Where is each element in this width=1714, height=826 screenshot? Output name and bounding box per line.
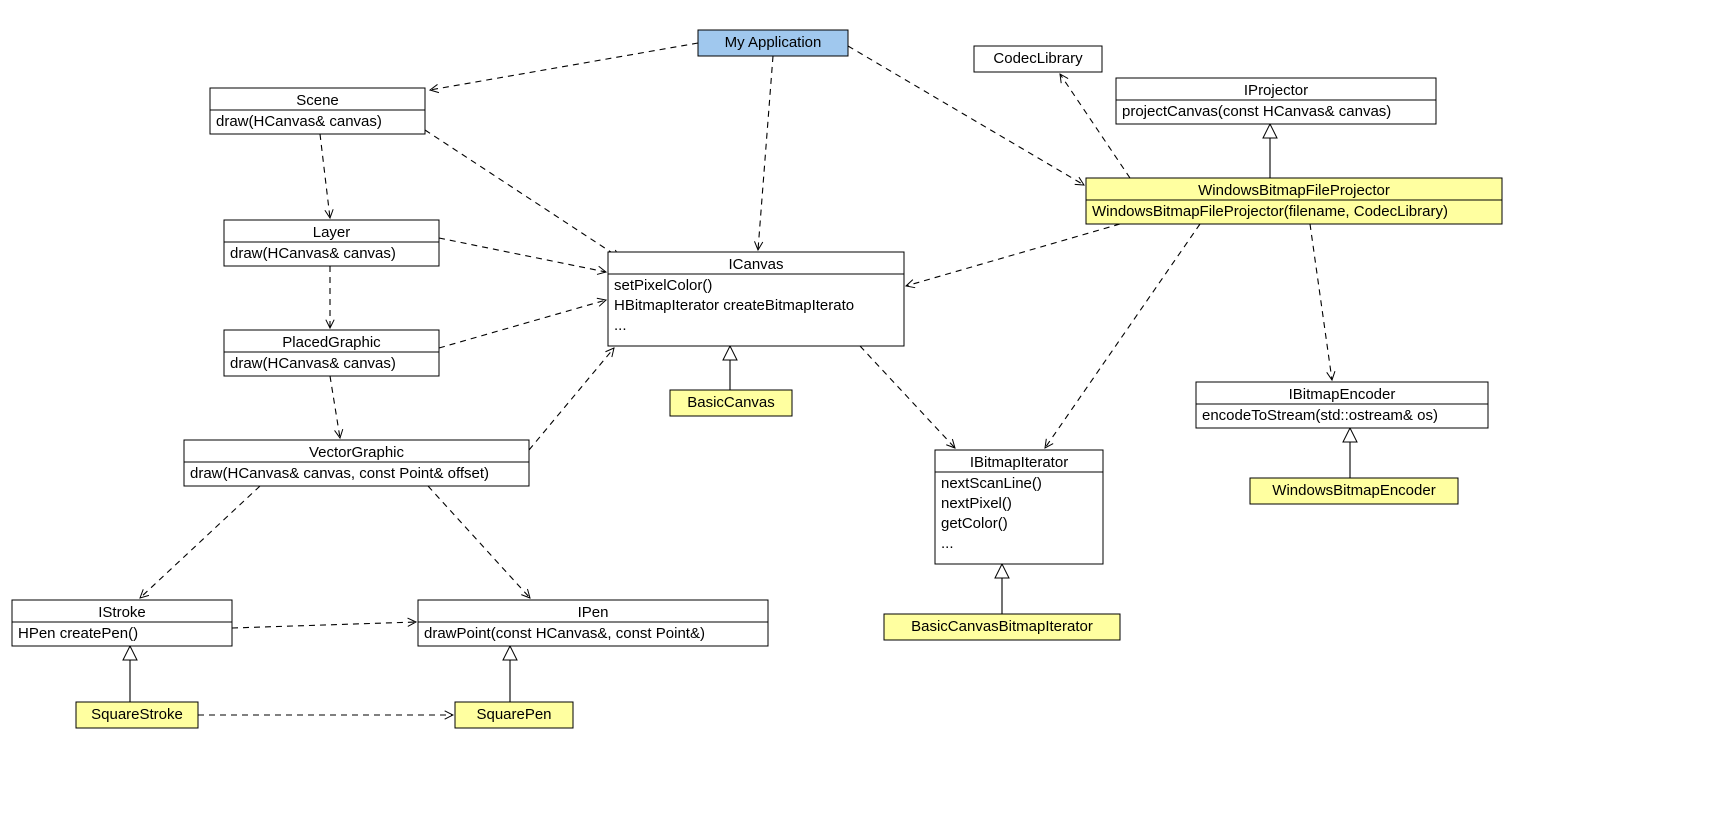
dependency-edge (439, 238, 606, 272)
class-member: ... (614, 317, 627, 334)
class-member: getColor() (941, 515, 1008, 532)
class-member: nextPixel() (941, 495, 1012, 512)
class-member: WindowsBitmapFileProjector(filename, Cod… (1092, 203, 1448, 220)
dependency-edge (1310, 224, 1332, 380)
dependency-edge (1045, 224, 1200, 448)
class-box-ibitenc: IBitmapEncoderencodeToStream(std::ostrea… (1196, 382, 1488, 428)
class-box-sqstroke: SquareStroke (76, 702, 198, 728)
class-title: VectorGraphic (309, 444, 405, 461)
class-member: draw(HCanvas& canvas) (230, 245, 396, 262)
class-member: projectCanvas(const HCanvas& canvas) (1122, 103, 1391, 120)
class-box-sqpen: SquarePen (455, 702, 573, 728)
dependency-edge (529, 348, 614, 450)
class-title: PlacedGraphic (282, 334, 381, 351)
dependency-edge (320, 134, 330, 218)
dependency-edge (430, 43, 698, 90)
class-title: WindowsBitmapFileProjector (1198, 182, 1390, 199)
class-member: HPen createPen() (18, 625, 138, 642)
dependency-edge (758, 56, 773, 250)
dependency-edge (232, 622, 416, 628)
class-member: setPixelColor() (614, 277, 712, 294)
class-title: IStroke (98, 604, 146, 621)
class-title: Scene (296, 92, 339, 109)
class-box-winproj: WindowsBitmapFileProjector WindowsBitmapF… (1086, 178, 1502, 224)
class-box-icanvas: ICanvas setPixelColor() HBitmapIterator cr… (608, 252, 904, 346)
class-member: draw(HCanvas& canvas, const Point& offse… (190, 465, 489, 482)
class-box-layer: Layer draw(HCanvas& canvas) (224, 220, 439, 266)
class-member: nextScanLine() (941, 475, 1042, 492)
class-title: My Application (725, 34, 822, 51)
class-box-ipen: IPen drawPoint(const HCanvas&, const Poin… (418, 600, 768, 646)
class-title: WindowsBitmapEncoder (1272, 482, 1435, 499)
class-box-codec: CodecLibrary (974, 46, 1102, 72)
class-title: SquareStroke (91, 706, 183, 723)
dependency-edge (439, 300, 606, 348)
class-member: draw(HCanvas& canvas) (230, 355, 396, 372)
class-box-placed: PlacedGraphic draw(HCanvas& canvas) (224, 330, 439, 376)
nodes-layer: My Application Scene draw(HCanvas& canvas)… (12, 30, 1502, 728)
dependency-edge (140, 486, 260, 598)
class-box-scene: Scene draw(HCanvas& canvas) (210, 88, 425, 134)
class-title: IBitmapEncoder (1289, 386, 1396, 403)
class-title: IPen (578, 604, 609, 621)
class-title: Layer (313, 224, 351, 241)
class-member: HBitmapIterator createBitmapIterato (614, 297, 854, 314)
class-title: ICanvas (728, 256, 783, 273)
class-member: encodeToStream(std::ostream& os) (1202, 407, 1438, 424)
class-box-basiccanvas: BasicCanvas (670, 390, 792, 416)
class-box-istroke: IStroke HPen createPen() (12, 600, 232, 646)
class-box-iproj: IProjector projectCanvas(const HCanvas& c… (1116, 78, 1436, 124)
dependency-edge (425, 130, 620, 258)
class-title: IProjector (1244, 82, 1308, 99)
class-title: BasicCanvas (687, 394, 775, 411)
class-member: drawPoint(const HCanvas&, const Point&) (424, 625, 705, 642)
class-member: ... (941, 535, 954, 552)
class-box-myapp: My Application (698, 30, 848, 56)
dependency-edge (860, 346, 955, 448)
class-title: SquarePen (476, 706, 551, 723)
class-title: CodecLibrary (993, 50, 1083, 67)
class-box-ibititer: IBitmapIterator nextScanLine() nextPixel()… (935, 450, 1103, 564)
dependency-edge (428, 486, 530, 598)
dependency-edge (906, 224, 1120, 286)
dependency-edge (330, 376, 340, 438)
class-title: IBitmapIterator (970, 454, 1068, 471)
class-box-basicbititer: BasicCanvasBitmapIterator (884, 614, 1120, 640)
class-title: BasicCanvasBitmapIterator (911, 618, 1093, 635)
class-member: draw(HCanvas& canvas) (216, 113, 382, 130)
class-box-vector: VectorGraphic draw(HCanvas& canvas, const… (184, 440, 529, 486)
class-box-winenc: WindowsBitmapEncoder (1250, 478, 1458, 504)
uml-diagram: My Application Scene draw(HCanvas& canvas)… (0, 0, 1714, 826)
